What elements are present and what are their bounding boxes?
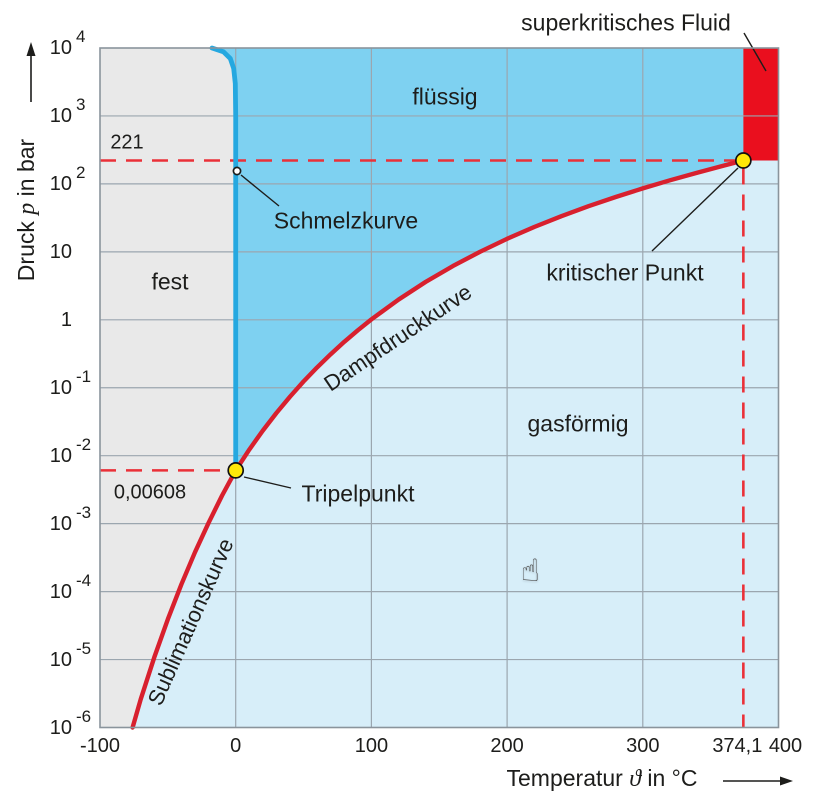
y-tick-label: 10 -6 [49,706,92,739]
critical-point-label: kritischer Punkt [546,259,704,286]
melting-curve-marker [232,166,242,176]
region-label-supercritical: superkritisches Fluid [521,9,731,36]
pointer-line-triple [243,476,292,489]
y-tick-label: 10 2 [49,162,86,195]
triple-point-label: Tripelpunkt [301,480,415,507]
critical-pressure-value: 221 [110,131,144,154]
region-label-gas: gasförmig [527,410,629,437]
pointer-line-melting [240,174,280,207]
critical-point [735,152,752,169]
region-label-liquid: flüssig [412,83,478,110]
x-axis-title: Temperatur ϑ in °C [507,765,698,793]
y-tick-label: 10 -4 [49,570,92,603]
pointer-line-critical [651,167,739,252]
region-liquid [212,48,744,471]
y-axis-arrow-head [26,42,36,56]
x-tick-label: 200 [490,735,524,757]
region-supercritical [743,48,779,161]
curve-melting [209,45,239,473]
pointer-line-supercritical [743,32,767,72]
axis-arrows [26,42,793,786]
y-tick-label: 1 [60,308,72,331]
x-axis-title-symbol: ϑ [629,766,641,792]
y-tick-label: 10 3 [49,94,86,127]
triple-pressure-value: 0,00608 [113,481,187,504]
hand-pointer-cursor: ☝ [521,553,540,589]
x-axis-title-pre: Temperatur [506,765,630,791]
annotation-pointer-lines [232,32,767,489]
curve-vapor [233,158,746,473]
y-tick-label: 10 4 [49,27,86,59]
dashed-reference-lines [100,159,745,728]
region-label-solid: fest [151,268,189,295]
x-tick-label: 300 [626,735,660,757]
x-tick-label: -100 [79,735,121,757]
y-tick-label: 10 -3 [49,502,92,535]
curve-sublimation [130,468,238,730]
x-tick-label: 0 [230,735,242,757]
x-axis-title-post: in °C [641,765,698,791]
y-tick-label: 10 [49,240,72,263]
special-points [227,152,752,479]
y-tick-label: 10 -1 [49,366,92,399]
melting-curve-label: Schmelzkurve [273,207,419,234]
x-tick-label: 400 [768,735,803,757]
y-tick-label: 10 -5 [49,638,92,671]
triple-point [227,462,245,479]
plot-border [99,47,780,729]
x-tick-label: 100 [354,735,389,757]
y-tick-label: 10 -2 [49,434,92,467]
x-axis-arrow-head [780,776,793,786]
x-tick-label: 374,1 [712,735,763,757]
y-axis-title-symbol: p [14,202,40,215]
phase-boundary-curves [130,45,746,730]
